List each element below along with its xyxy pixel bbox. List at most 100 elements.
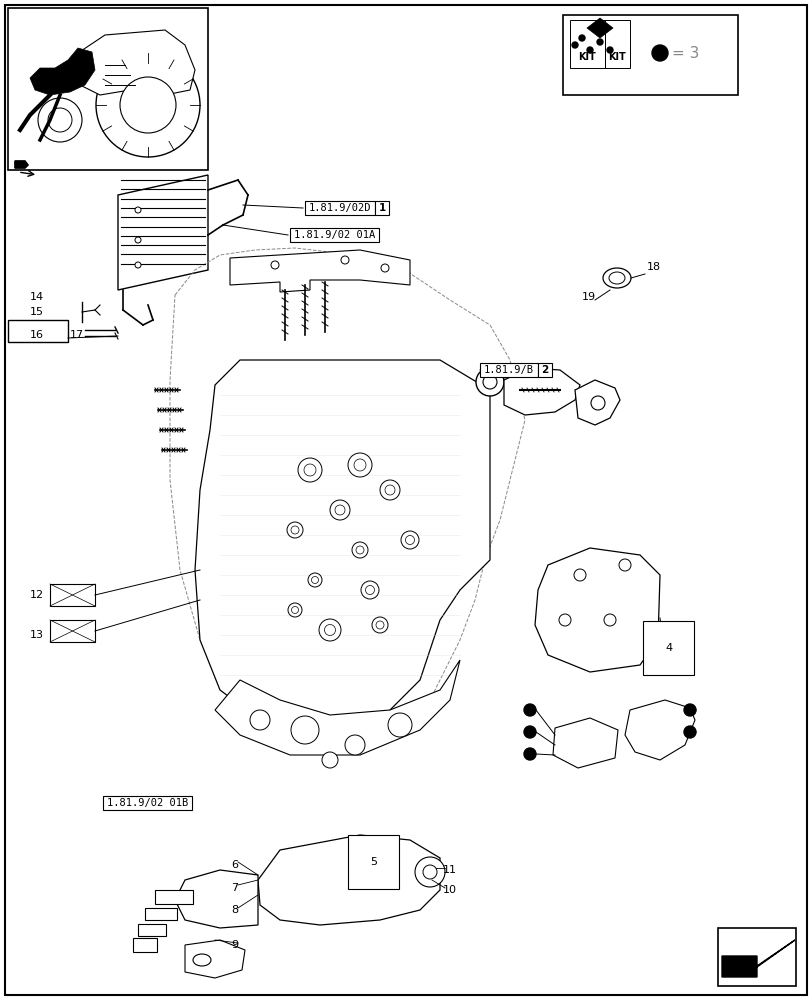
Circle shape — [423, 865, 436, 879]
Circle shape — [291, 606, 298, 613]
Bar — [290, 228, 378, 242]
Text: 6: 6 — [231, 860, 238, 870]
Text: 7: 7 — [231, 883, 238, 893]
Text: 1.81.9/02D: 1.81.9/02D — [308, 203, 371, 213]
Circle shape — [345, 735, 365, 755]
Polygon shape — [15, 161, 28, 168]
Text: KIT: KIT — [607, 52, 625, 62]
Circle shape — [48, 108, 72, 132]
Ellipse shape — [603, 268, 630, 288]
Polygon shape — [504, 368, 579, 415]
Circle shape — [683, 726, 695, 738]
Polygon shape — [534, 548, 659, 672]
Bar — [50, 620, 95, 642]
Text: 18: 18 — [646, 262, 660, 272]
Bar — [717, 928, 795, 986]
Ellipse shape — [608, 272, 624, 284]
Circle shape — [135, 262, 141, 268]
Ellipse shape — [193, 954, 211, 966]
Text: = 3: = 3 — [672, 45, 698, 60]
Circle shape — [596, 39, 603, 45]
Circle shape — [578, 35, 584, 41]
Circle shape — [523, 748, 535, 760]
Polygon shape — [75, 30, 195, 95]
Text: 11: 11 — [443, 865, 457, 875]
Circle shape — [388, 713, 411, 737]
Circle shape — [290, 716, 319, 744]
Polygon shape — [215, 660, 460, 755]
Circle shape — [329, 500, 350, 520]
Circle shape — [683, 704, 695, 716]
Text: 4: 4 — [664, 643, 672, 653]
Polygon shape — [721, 940, 794, 977]
Polygon shape — [586, 18, 612, 38]
Circle shape — [271, 261, 279, 269]
Polygon shape — [185, 940, 245, 978]
Circle shape — [371, 617, 388, 633]
Circle shape — [523, 704, 535, 716]
Circle shape — [335, 505, 345, 515]
Circle shape — [348, 453, 371, 477]
Polygon shape — [552, 718, 617, 768]
Polygon shape — [118, 175, 208, 290]
Circle shape — [135, 207, 141, 213]
Polygon shape — [195, 360, 489, 730]
Circle shape — [573, 569, 586, 581]
Polygon shape — [624, 700, 694, 760]
Circle shape — [375, 621, 384, 629]
Bar — [562, 15, 737, 95]
Polygon shape — [230, 250, 410, 292]
Circle shape — [38, 98, 82, 142]
Circle shape — [401, 531, 418, 549]
Circle shape — [475, 368, 504, 396]
Circle shape — [571, 42, 577, 48]
Bar — [138, 924, 165, 936]
Text: 2: 2 — [540, 365, 547, 375]
Circle shape — [380, 480, 400, 500]
Text: 16: 16 — [30, 330, 44, 340]
Text: 1.81.9/02 01A: 1.81.9/02 01A — [294, 230, 375, 240]
Circle shape — [361, 581, 379, 599]
Circle shape — [311, 576, 318, 584]
Bar — [155, 890, 193, 904]
Text: 1.81.9/02 01B: 1.81.9/02 01B — [106, 798, 187, 808]
Text: 13: 13 — [30, 630, 44, 640]
Polygon shape — [15, 161, 28, 168]
Text: 19: 19 — [581, 292, 595, 302]
Circle shape — [483, 375, 496, 389]
Text: 17: 17 — [70, 330, 84, 340]
Circle shape — [290, 526, 298, 534]
Circle shape — [298, 458, 322, 482]
Bar — [8, 8, 208, 170]
Circle shape — [365, 585, 374, 594]
Text: 14: 14 — [30, 292, 44, 302]
Circle shape — [380, 264, 388, 272]
Circle shape — [414, 857, 444, 887]
Bar — [50, 584, 95, 606]
Text: 1.81.9/B: 1.81.9/B — [483, 365, 533, 375]
Polygon shape — [258, 835, 440, 925]
Bar — [145, 908, 177, 920]
Circle shape — [341, 256, 349, 264]
Bar — [8, 320, 68, 342]
Circle shape — [523, 726, 535, 738]
Polygon shape — [574, 380, 620, 425]
Text: KIT: KIT — [577, 52, 595, 62]
Circle shape — [324, 624, 335, 636]
Circle shape — [135, 237, 141, 243]
Circle shape — [355, 546, 363, 554]
Text: 12: 12 — [30, 590, 44, 600]
Text: 10: 10 — [443, 885, 457, 895]
Circle shape — [590, 396, 604, 410]
Bar — [537, 363, 551, 377]
Text: 1: 1 — [378, 203, 385, 213]
Circle shape — [651, 45, 667, 61]
Circle shape — [405, 536, 414, 544]
Circle shape — [288, 603, 302, 617]
Circle shape — [303, 464, 315, 476]
Circle shape — [250, 710, 270, 730]
Circle shape — [120, 77, 176, 133]
Circle shape — [558, 614, 570, 626]
Circle shape — [354, 459, 366, 471]
Circle shape — [603, 614, 616, 626]
